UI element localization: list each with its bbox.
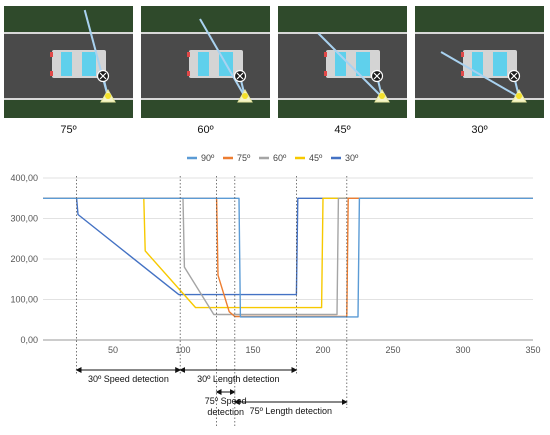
annotation-label: 75º Length detection <box>250 406 332 416</box>
car-windshield <box>356 52 370 76</box>
series-line-75deg <box>43 197 533 318</box>
x-tick-label: 300 <box>455 345 470 355</box>
x-tick-label: 100 <box>175 345 190 355</box>
scene-60-label: 60º <box>197 124 214 136</box>
car-light <box>50 52 53 57</box>
grass-bottom <box>415 102 544 118</box>
sensor-dot <box>516 93 522 99</box>
sensor-beam <box>199 18 246 98</box>
car-windshield <box>82 52 96 76</box>
x-tick-label: 200 <box>315 345 330 355</box>
annotation-label: 30º Length detection <box>197 374 279 384</box>
road-edge-bottom <box>141 98 270 100</box>
legend-label: 75º <box>237 153 251 163</box>
sensor-beam <box>440 51 520 98</box>
legend-label: 90º <box>201 153 215 163</box>
car-windshield <box>493 52 507 76</box>
car-light <box>50 71 53 76</box>
target-icon-cross <box>373 72 381 80</box>
target-icon-cross <box>510 72 518 80</box>
scene-75-label: 75º <box>60 124 77 136</box>
x-tick-label: 350 <box>525 345 540 355</box>
car-light <box>461 71 464 76</box>
series-line-90deg <box>43 197 533 318</box>
road-edge-top <box>415 32 544 34</box>
x-tick-label: 150 <box>245 345 260 355</box>
annotation-label-line2: detection <box>207 407 244 417</box>
y-tick-label: 0,00 <box>20 335 38 345</box>
road-edge-bottom <box>278 98 407 100</box>
grass-bottom <box>4 102 133 118</box>
y-tick-label: 300,00 <box>10 214 38 224</box>
scene-30-label: 30º <box>471 124 488 136</box>
scene-30 <box>415 6 544 118</box>
scene-45 <box>278 6 407 118</box>
car-light <box>187 52 190 57</box>
car-light <box>187 71 190 76</box>
grass-bottom <box>278 102 407 118</box>
car-rear-window <box>61 52 72 76</box>
x-tick-label: 50 <box>108 345 118 355</box>
y-tick-label: 400,00 <box>10 173 38 183</box>
scene-45-label: 45º <box>334 124 351 136</box>
sensor-dot <box>242 93 248 99</box>
car-light <box>324 71 327 76</box>
car-rear-window <box>198 52 209 76</box>
road-edge-top <box>141 32 270 34</box>
car <box>461 50 517 78</box>
sensor-dot <box>105 93 111 99</box>
car <box>324 50 380 78</box>
series-line-45deg <box>43 197 533 309</box>
legend-label: 60º <box>273 153 287 163</box>
chart-legend: 90º 75º 60º 45º 30º <box>187 153 359 163</box>
x-tick-label: 250 <box>385 345 400 355</box>
scene-panel: 75º 60º 45º 30º <box>0 0 550 140</box>
car-rear-window <box>472 52 483 76</box>
scene-75 <box>4 6 133 118</box>
y-tick-label: 100,00 <box>10 295 38 305</box>
car <box>50 50 106 78</box>
target-icon-cross <box>99 72 107 80</box>
road-edge-bottom <box>4 98 133 100</box>
scene-60 <box>141 6 270 118</box>
annotation-label: 75º Speed <box>205 396 247 406</box>
y-tick-label: 200,00 <box>10 254 38 264</box>
road-edge-top <box>4 32 133 34</box>
detection-chart: 90º 75º 60º 45º 30º 0,00 100,00 200,00 300,00 400… <box>10 153 541 426</box>
target-icon-cross <box>236 72 244 80</box>
annotation-label: 30º Speed detection <box>88 374 169 384</box>
car-light <box>324 52 327 57</box>
sensor-dot <box>379 93 385 99</box>
series-line-30deg <box>43 197 533 296</box>
series-line-60deg <box>43 197 533 316</box>
grass-bottom <box>141 102 270 118</box>
car-rear-window <box>335 52 346 76</box>
sensor-beam <box>317 32 383 98</box>
car-light <box>461 52 464 57</box>
legend-label: 30º <box>345 153 359 163</box>
road-edge-bottom <box>415 98 544 100</box>
legend-label: 45º <box>309 153 323 163</box>
road-edge-top <box>278 32 407 34</box>
